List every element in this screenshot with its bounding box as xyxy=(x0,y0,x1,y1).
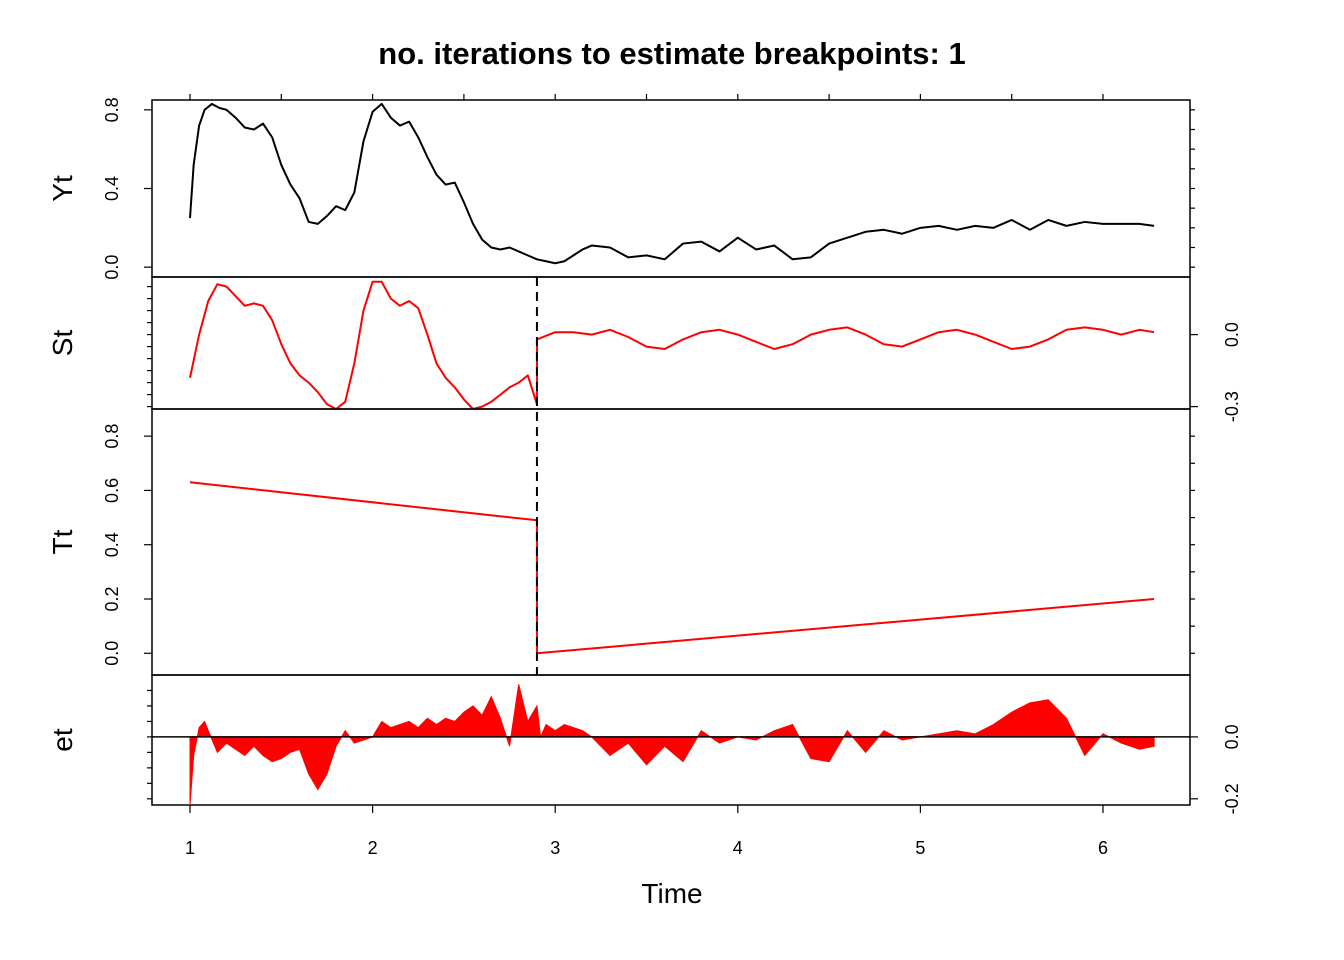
panel-et: -0.2 0.0 et xyxy=(47,674,1242,814)
panel-tt: 0.0 0.2 0.4 0.6 0.8 Tt xyxy=(47,408,1195,676)
panel-frame xyxy=(151,674,1191,806)
residual-area xyxy=(189,684,1155,806)
y-tick-label: 0.0 xyxy=(1222,322,1242,347)
series-line-tt xyxy=(189,481,1155,655)
x-tick-label: 5 xyxy=(915,838,925,858)
x-tick-label: 2 xyxy=(368,838,378,858)
chart-title: no. iterations to estimate breakpoints: … xyxy=(378,36,965,71)
y-tick-label: -0.2 xyxy=(1222,783,1242,814)
panel-frame xyxy=(151,99,1191,278)
y-tick-label: 0.8 xyxy=(102,424,122,449)
y-tick-label: 0.0 xyxy=(102,641,122,666)
y-axis-label: Yt xyxy=(47,175,78,202)
y-tick-label: 0.8 xyxy=(102,97,122,122)
y-tick-label: 0.6 xyxy=(102,478,122,503)
panel-frame xyxy=(151,276,1191,410)
x-tick-label: 4 xyxy=(733,838,743,858)
panel-st: -0.3 0.0 St xyxy=(47,276,1242,422)
y-axis-label: Tt xyxy=(47,529,78,554)
x-tick-label: 1 xyxy=(185,838,195,858)
x-axis: 1 2 3 4 5 6 xyxy=(185,94,1108,858)
x-axis-label: Time xyxy=(641,878,702,909)
panel-frame xyxy=(151,408,1191,676)
y-axis-label: et xyxy=(47,728,78,752)
y-tick-label: 0.4 xyxy=(102,532,122,557)
y-tick-label: 0.4 xyxy=(102,176,122,201)
panel-yt: 0.0 0.4 0.8 Yt xyxy=(47,97,1195,280)
panels-group: 0.0 0.4 0.8 Yt -0.3 0.0 St 0.0 0.2 0.4 0.6 0.8 Tt -0.… xyxy=(47,97,1242,814)
y-tick-label: 0.0 xyxy=(1222,724,1242,749)
x-tick-label: 6 xyxy=(1098,838,1108,858)
y-tick-label: -0.3 xyxy=(1222,391,1242,422)
x-tick-label: 3 xyxy=(550,838,560,858)
series-line-st xyxy=(189,280,1155,410)
y-axis-label: St xyxy=(47,330,78,357)
y-tick-label: 0.2 xyxy=(102,586,122,611)
series-line-yt xyxy=(189,102,1155,265)
y-tick-label: 0.0 xyxy=(102,255,122,280)
